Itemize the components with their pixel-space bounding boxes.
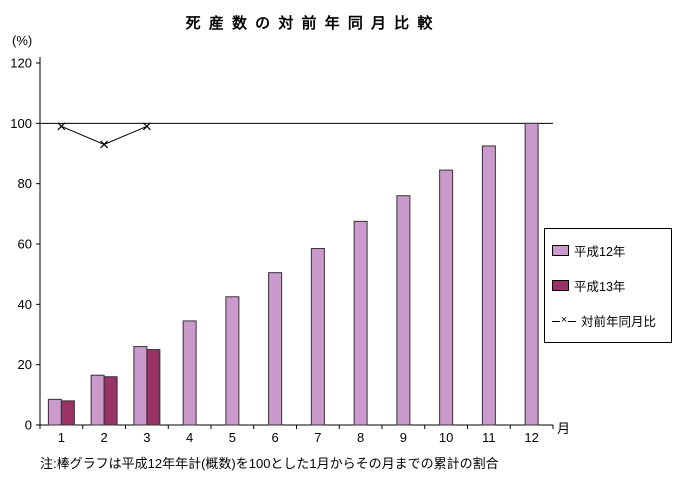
- heisei12-bar-11: [481, 145, 496, 426]
- x-tick-label: 8: [357, 430, 364, 445]
- heisei12-bar-10: [439, 169, 454, 426]
- x-tick-label: 2: [101, 430, 108, 445]
- x-tick-label: 4: [186, 430, 193, 445]
- x-tick-label: 10: [439, 430, 453, 445]
- heisei12-bar-8: [353, 220, 368, 426]
- x-tick-label: 1: [58, 430, 65, 445]
- y-axis-unit-label: (%): [12, 33, 33, 48]
- y-tick-label: 40: [18, 297, 32, 312]
- legend-label-heisei13: 平成13年: [574, 280, 626, 294]
- y-tick-label: 120: [10, 56, 32, 71]
- y-tick-label: 0: [25, 418, 32, 433]
- heisei13-bar-2: [103, 376, 118, 426]
- heisei12-bar-6: [268, 272, 283, 426]
- legend: 平成12年平成13年 × 対前年同月比: [544, 228, 672, 343]
- heisei12-bar-12: [524, 122, 539, 426]
- legend-item-heisei13: 平成13年: [552, 276, 664, 295]
- x-axis-unit-label: 月: [557, 421, 571, 436]
- x-marker: [57, 122, 66, 131]
- legend-item-yoy-ratio: × 対前年同月比: [552, 311, 664, 330]
- heisei13-bar-1: [60, 400, 75, 426]
- y-tick-label: 20: [18, 357, 32, 372]
- heisei12-bar-9: [396, 195, 411, 426]
- footnote: 注:棒グラフは平成12年年計(概数)を100とした1月からその月までの累計の割合: [40, 456, 499, 471]
- x-tick-label: 11: [482, 430, 496, 445]
- yoy-ratio-legend-swatch: ×: [552, 314, 576, 327]
- x-tick-label: 6: [272, 430, 279, 445]
- y-tick-label: 80: [18, 176, 32, 191]
- y-tick-label: 100: [10, 116, 32, 131]
- x-tick-label: 7: [314, 430, 321, 445]
- x-tick-label: 5: [229, 430, 236, 445]
- heisei12-bar-3: [133, 346, 148, 426]
- heisei12-legend-swatch: [552, 245, 569, 256]
- heisei13-bar-3: [146, 349, 161, 426]
- heisei12-bar-1: [47, 398, 62, 426]
- legend-label-heisei12: 平成12年: [574, 245, 626, 259]
- heisei12-bar-2: [90, 374, 105, 426]
- yoy-ratio-line: [61, 125, 148, 145]
- x-tick-label: 12: [524, 430, 538, 445]
- heisei12-bar-4: [182, 320, 197, 426]
- heisei12-bar-5: [225, 296, 240, 426]
- x-marker: [142, 122, 151, 131]
- heisei12-bar-7: [310, 248, 325, 426]
- x-tick-label: 3: [143, 430, 150, 445]
- y-tick-label: 60: [18, 237, 32, 252]
- x-marker: [100, 140, 109, 149]
- legend-label-yoy-ratio: 対前年同月比: [581, 315, 657, 329]
- chart-title: 死 産 数 の 対 前 年 同 月 比 較: [185, 15, 435, 32]
- legend-item-heisei12: 平成12年: [552, 241, 664, 260]
- x-tick-label: 9: [400, 430, 407, 445]
- heisei13-legend-swatch: [552, 280, 569, 291]
